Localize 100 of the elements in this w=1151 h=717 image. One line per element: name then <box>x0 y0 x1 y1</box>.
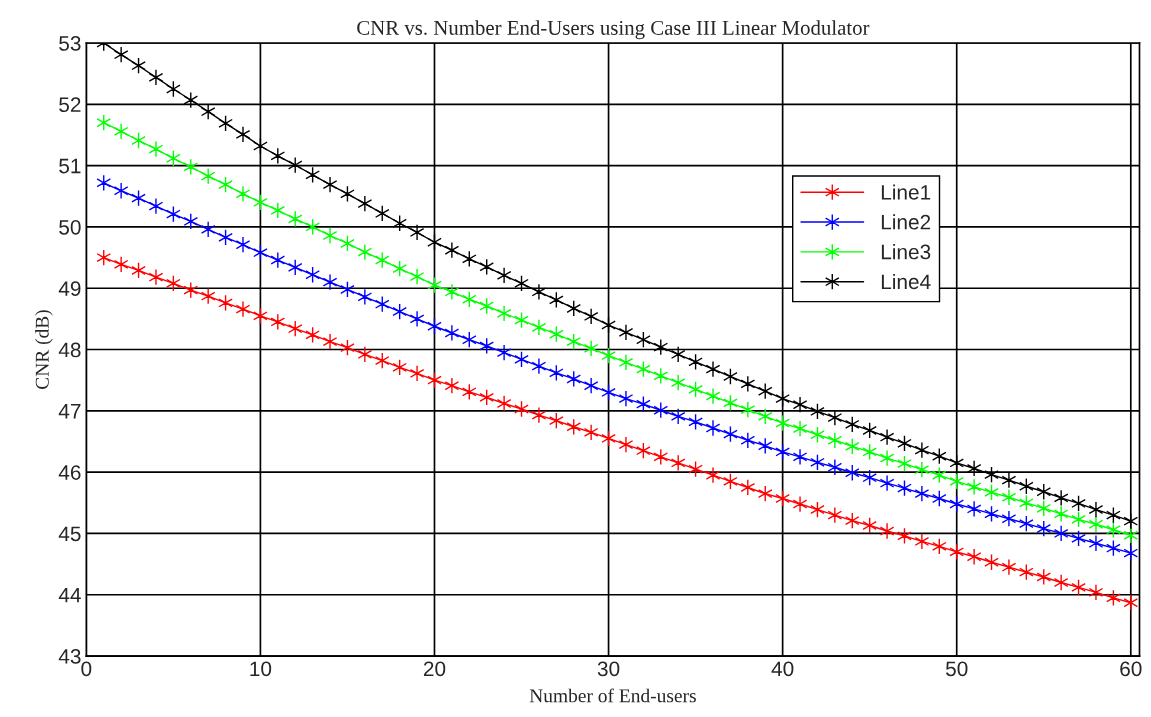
point <box>1053 525 1069 542</box>
point <box>531 357 547 375</box>
point <box>670 346 686 363</box>
point <box>583 377 599 395</box>
point <box>409 268 425 285</box>
point <box>1053 505 1069 523</box>
y-tick-label: 47 <box>58 404 81 419</box>
point <box>879 428 895 446</box>
x-tick-label: 40 <box>771 661 794 677</box>
point <box>827 458 843 476</box>
point <box>827 506 843 524</box>
point <box>200 287 216 305</box>
point <box>583 339 599 357</box>
point <box>670 374 686 391</box>
point <box>1088 583 1104 601</box>
point <box>1053 489 1069 507</box>
point <box>1001 471 1017 489</box>
point <box>235 300 251 318</box>
point <box>444 283 460 301</box>
point <box>914 461 930 479</box>
point <box>1088 515 1104 533</box>
point <box>618 354 634 371</box>
point <box>1001 558 1017 576</box>
point <box>879 449 895 467</box>
legend-label: Line1 <box>881 184 931 200</box>
x-tick-label: 0 <box>81 661 92 677</box>
point <box>705 360 721 378</box>
point <box>879 474 895 492</box>
y-tick-label: 45 <box>58 526 81 542</box>
point <box>670 408 686 425</box>
point <box>966 548 982 566</box>
point <box>148 69 164 86</box>
point <box>705 466 721 484</box>
point <box>879 522 895 540</box>
point <box>1001 488 1017 506</box>
point <box>705 387 721 405</box>
point <box>322 333 338 350</box>
point <box>1088 534 1104 552</box>
point <box>148 268 164 286</box>
point <box>583 308 599 325</box>
point <box>966 478 982 496</box>
y-tick-label: 46 <box>58 465 81 480</box>
point <box>740 479 756 496</box>
point <box>113 122 129 140</box>
y-tick-label: 43 <box>58 649 81 664</box>
point <box>792 396 808 414</box>
point <box>827 409 843 426</box>
chart-title: CNR vs. Number End-Users using Case III Linear Modulator <box>357 20 870 40</box>
point <box>322 227 338 244</box>
point <box>670 454 686 472</box>
point <box>966 500 982 518</box>
point <box>357 195 373 212</box>
point <box>322 273 338 291</box>
legend-label: Line2 <box>881 214 931 230</box>
point <box>322 176 338 193</box>
legend-label: Line3 <box>881 244 931 260</box>
point <box>1001 510 1017 528</box>
point <box>792 448 808 466</box>
point <box>966 460 982 477</box>
x-tick-label: 50 <box>945 661 968 677</box>
point <box>531 406 547 424</box>
y-tick-label: 50 <box>59 219 81 235</box>
point <box>792 495 808 513</box>
point <box>235 236 251 254</box>
point <box>1053 574 1069 591</box>
y-tick-label: 44 <box>58 587 81 603</box>
x-tick-label: 60 <box>1120 661 1142 677</box>
point <box>200 103 216 121</box>
y-tick-label: 52 <box>59 97 81 113</box>
point <box>531 283 547 301</box>
point <box>618 324 634 341</box>
point <box>444 324 460 342</box>
point <box>618 436 634 453</box>
point <box>583 423 599 441</box>
point <box>740 431 756 449</box>
point <box>270 313 286 331</box>
point <box>409 224 425 241</box>
point <box>235 185 251 203</box>
y-tick-label: 51 <box>59 158 81 174</box>
point <box>148 197 164 215</box>
x-tick-label: 10 <box>250 661 272 677</box>
point <box>200 167 216 185</box>
point <box>270 202 286 219</box>
point <box>113 255 129 273</box>
point <box>235 126 251 143</box>
point <box>914 485 930 502</box>
x-tick-label: 20 <box>423 661 446 677</box>
y-tick-label: 53 <box>59 36 81 51</box>
point <box>496 344 512 361</box>
x-axis-title: Number of End-users <box>529 688 696 703</box>
point <box>740 375 756 393</box>
y-axis-title: CNR (dB) <box>35 310 53 389</box>
point <box>740 401 756 418</box>
legend-label: Line4 <box>881 273 931 290</box>
point <box>270 251 286 269</box>
x-tick-label: 30 <box>597 661 620 677</box>
point <box>496 395 512 412</box>
point <box>113 182 129 200</box>
point <box>357 243 373 261</box>
point <box>496 305 512 322</box>
